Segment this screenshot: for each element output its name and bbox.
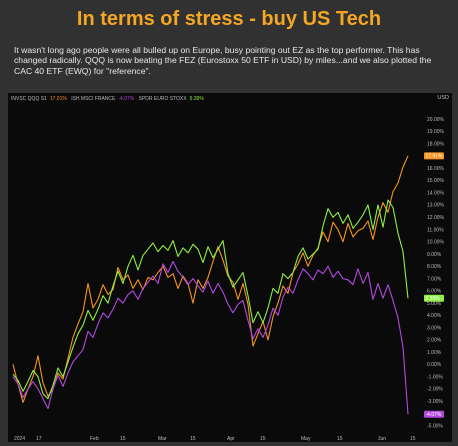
y-tick-label: 18.00% <box>427 141 445 147</box>
y-tick-label: 0.00% <box>427 362 442 368</box>
y-tick-label: 14.00% <box>427 190 445 196</box>
y-tick-label: 7.00% <box>427 276 442 282</box>
series-line-2 <box>12 260 409 415</box>
y-tick-label: 20.00% <box>427 117 445 123</box>
y-tick-label: 2.00% <box>427 338 442 344</box>
last-value-label: 17.01% <box>426 154 444 160</box>
y-tick-label: 1.00% <box>427 350 442 356</box>
y-tick-label: 16.00% <box>427 166 445 172</box>
y-tick-label: 15.00% <box>427 178 445 184</box>
series-line-3 <box>12 199 409 400</box>
description-text: It wasn't long ago people were all bulle… <box>14 45 432 76</box>
chart-panel <box>8 93 452 442</box>
x-tick-label: 15 <box>260 436 266 442</box>
x-tick-label: 15 <box>337 436 343 442</box>
legend-value-qqq: 17.01% <box>49 96 67 102</box>
y-tick-label: 4.00% <box>427 313 442 319</box>
legend-name-france: ISH MSCI FRANCE <box>71 96 116 102</box>
page-title: In terms of stress - buy US Tech <box>76 8 382 30</box>
y-tick-label: 10.00% <box>427 240 445 246</box>
x-tick-label: May <box>301 436 311 442</box>
y-tick-label: 19.00% <box>427 129 445 135</box>
last-value-label: 5.39% <box>426 296 441 302</box>
y-tick-label: -5.00% <box>427 423 443 429</box>
last-value-badge <box>424 152 444 160</box>
legend-value-eurostoxx: 5.39% <box>189 96 204 102</box>
chart-legend: INVSC QQQ S1 17.01% ISH MSCI FRANCE -4.07%… <box>11 96 207 106</box>
legend-name-eurostoxx: SPDR EURO STOXX <box>138 96 187 102</box>
series-line-1 <box>12 155 409 403</box>
currency-label: USD <box>437 95 449 101</box>
y-tick-label: 3.00% <box>427 325 442 331</box>
y-tick-label: 13.00% <box>427 203 445 209</box>
y-tick-label: -3.00% <box>427 399 443 405</box>
y-tick-label: -1.00% <box>427 374 443 380</box>
x-tick-label: Jun <box>378 436 386 442</box>
x-tick-label: Apr <box>227 436 235 442</box>
x-tick-label: 15 <box>120 436 126 442</box>
y-tick-label: 8.00% <box>427 264 442 270</box>
x-tick-label: 15 <box>410 436 416 442</box>
last-value-badge <box>424 294 444 302</box>
y-tick-label: 12.00% <box>427 215 445 221</box>
y-tick-label: 11.00% <box>427 227 444 233</box>
x-tick-label: Mar <box>158 436 167 442</box>
x-tick-label: 15 <box>190 436 196 442</box>
y-tick-label: -2.00% <box>427 387 443 393</box>
last-value-label: -4.07% <box>426 412 442 418</box>
y-tick-label: 9.00% <box>427 252 442 258</box>
x-tick-label: Feb <box>90 436 99 442</box>
y-tick-label: 5.00% <box>427 301 442 307</box>
x-tick-label: 17 <box>36 436 42 442</box>
last-value-badge <box>424 410 444 418</box>
x-tick-label: 2024 <box>14 436 25 442</box>
y-tick-label: 6.00% <box>427 289 442 295</box>
legend-name-qqq: INVSC QQQ S1 <box>11 96 47 102</box>
legend-value-france: -4.07% <box>118 96 135 102</box>
